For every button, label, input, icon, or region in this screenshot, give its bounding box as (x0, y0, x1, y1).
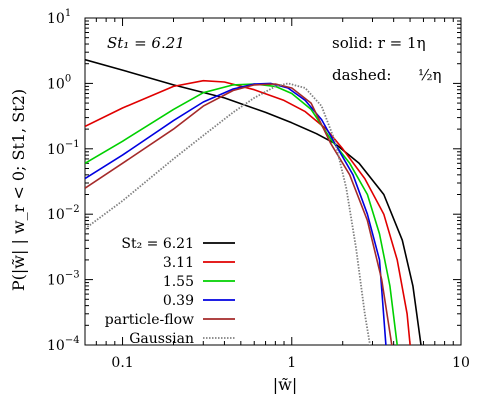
y-tick-label: 100 (47, 73, 71, 92)
plot-frame (84, 17, 462, 346)
x-axis-label: |w̃| (273, 375, 297, 394)
series-line-3 (85, 82, 387, 345)
y-tick-label: 10−4 (47, 335, 80, 354)
y-tick-label: 10−3 (47, 270, 80, 289)
x-tick-label: 1 (287, 355, 296, 371)
legend-label-1: 3.11 (163, 255, 194, 271)
tick-labels: 0.1 1 10 101 100 10−1 10−2 10−3 10−4 (47, 8, 470, 371)
axis-ticks (84, 17, 462, 346)
y-tick-label: 10−2 (47, 204, 80, 223)
annotation-solid: solid: r = 1η (332, 34, 426, 52)
x-tick-label: 10 (452, 355, 470, 371)
y-axis-label: P(|w̃| | w_r < 0; St1, St2) (9, 89, 28, 291)
series-line-4 (85, 83, 393, 345)
annotation-st1: St₁ = 6.21 (107, 34, 185, 52)
x-tick-label: 0.1 (111, 355, 133, 371)
series-line-0 (85, 58, 422, 345)
legend-label-5: Gaussian (129, 331, 194, 347)
series-line-1 (85, 79, 411, 345)
y-tick-label: 10−1 (47, 139, 80, 158)
annotation-dashed-value: ½η (418, 66, 442, 84)
legend-label-0: St₂ = 6.21 (121, 236, 194, 252)
legend-label-3: 0.39 (163, 293, 194, 309)
y-tick-label: 101 (47, 8, 71, 27)
annotation-dashed-label: dashed: (332, 66, 391, 84)
series-line-2 (85, 83, 398, 345)
legend-label-2: 1.55 (163, 274, 194, 290)
series-line-5 (85, 82, 371, 345)
legend-label-4: particle-flow (105, 312, 194, 328)
legend: St₂ = 6.21 3.11 1.55 0.39 particle-flow Gauss… (105, 236, 235, 347)
series-layer (85, 58, 422, 345)
